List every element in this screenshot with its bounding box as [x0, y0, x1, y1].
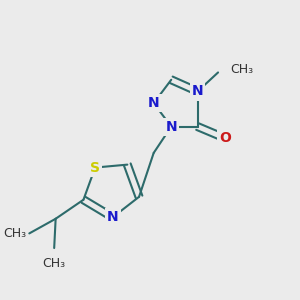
Text: N: N — [192, 85, 203, 98]
Text: CH₃: CH₃ — [230, 63, 253, 76]
Text: N: N — [148, 96, 160, 110]
Text: O: O — [219, 131, 231, 145]
Text: N: N — [165, 120, 177, 134]
Text: CH₃: CH₃ — [43, 257, 66, 270]
Text: N: N — [107, 210, 118, 224]
Text: CH₃: CH₃ — [3, 227, 26, 240]
Text: S: S — [90, 160, 100, 175]
